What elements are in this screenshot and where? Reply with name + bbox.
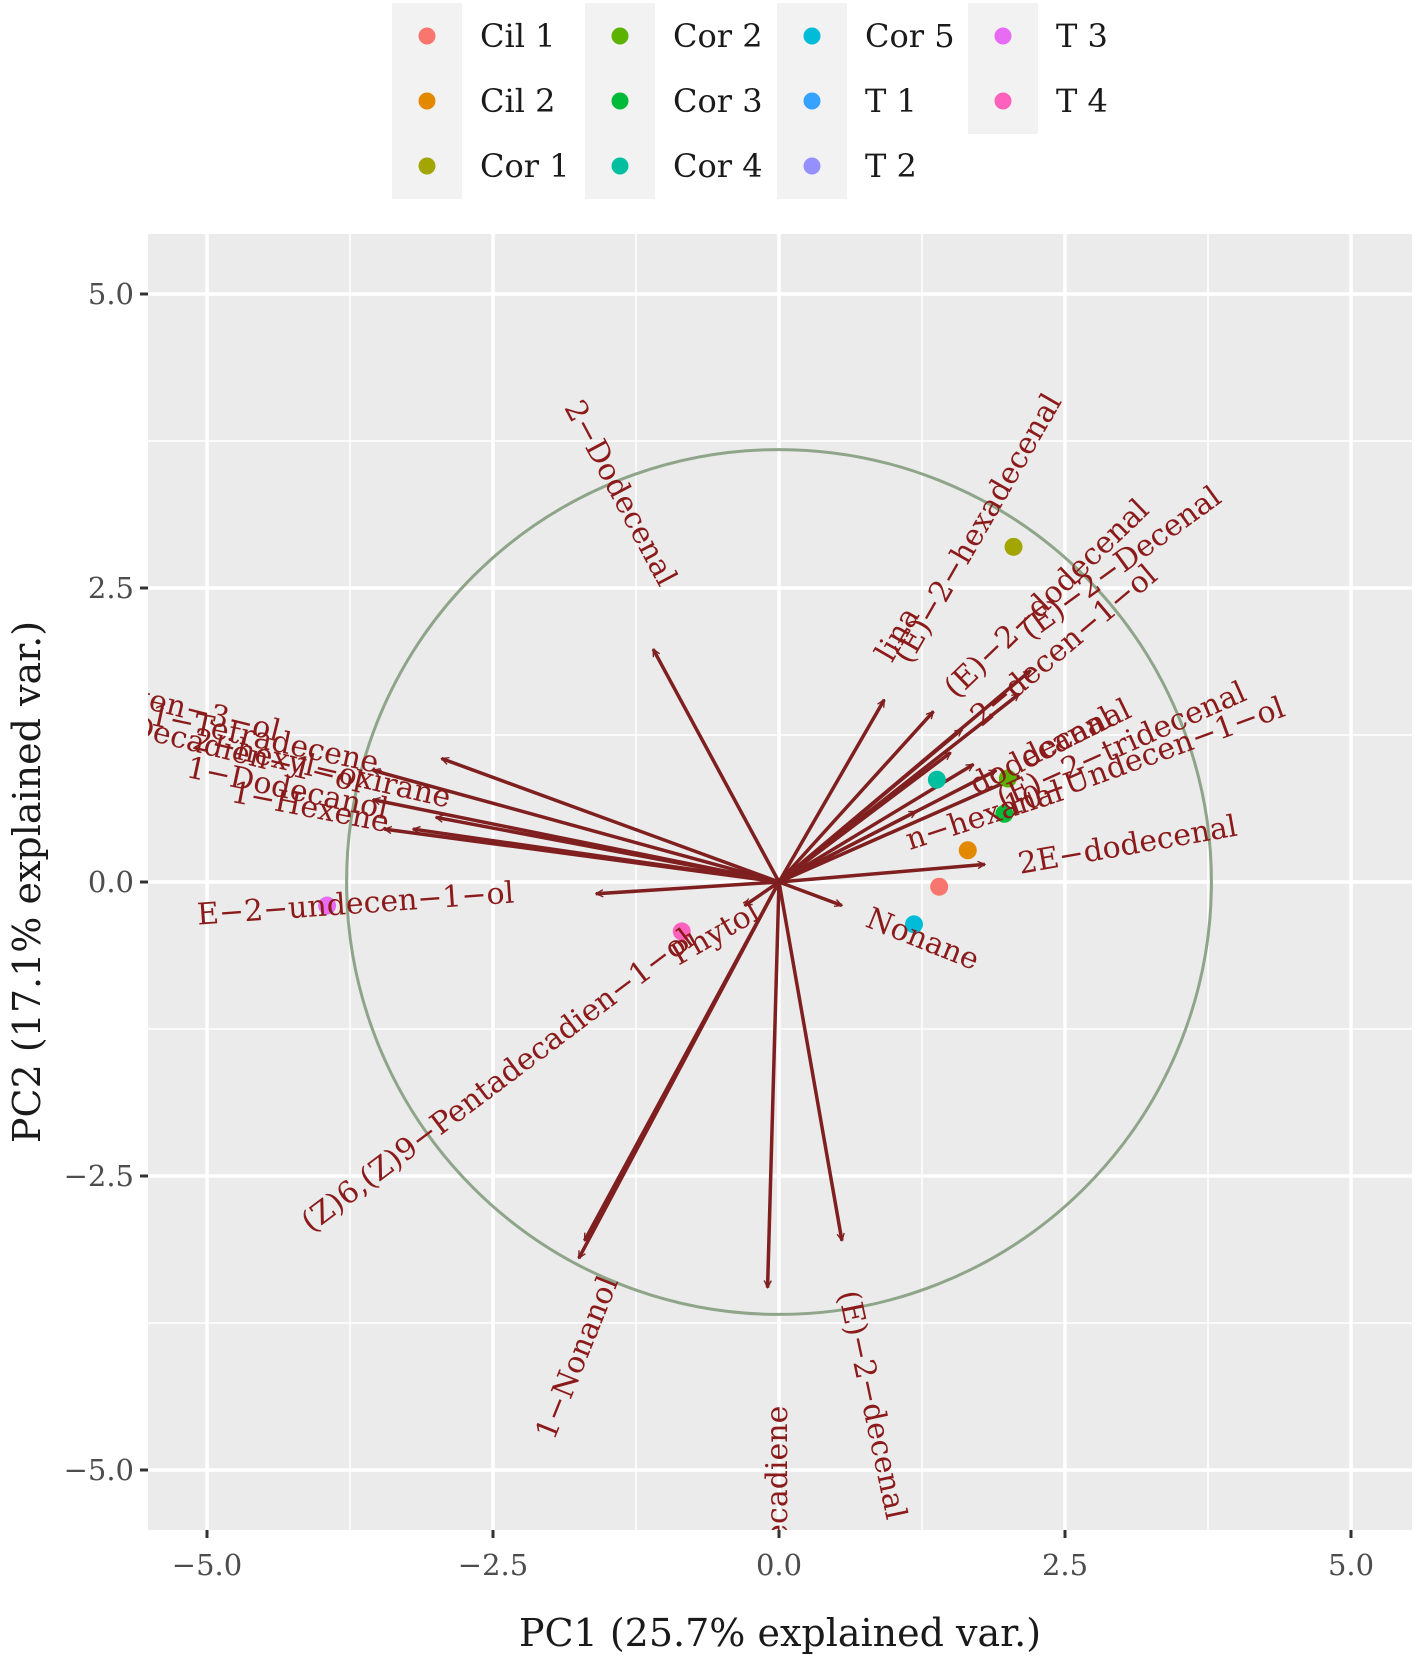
loading-arrow xyxy=(768,881,781,1288)
legend-swatch xyxy=(803,157,821,175)
score-point xyxy=(318,896,337,915)
loading-arrow xyxy=(778,864,985,884)
score-point xyxy=(995,804,1014,823)
legend-label: Cor 1 xyxy=(480,147,570,185)
legend-label: Cil 2 xyxy=(480,82,555,120)
x-tick-label: 5.0 xyxy=(1328,1548,1374,1582)
score-point xyxy=(1004,537,1023,556)
loading-arrow xyxy=(413,829,780,884)
score-point xyxy=(927,770,946,789)
loading-arrow xyxy=(442,756,780,884)
legend: Cil 1 Cil 2 Cor 1 Cor 2 Cor 3 Cor 4 Cor 5 T 1 T … xyxy=(392,3,1108,199)
legend-label: T 3 xyxy=(1056,17,1108,55)
variable-label: Tridecadiene xyxy=(760,1406,795,1605)
x-tick-label: 0.0 xyxy=(756,1548,802,1582)
legend-label: T 2 xyxy=(865,147,917,185)
score-point xyxy=(998,769,1017,788)
loading-arrow xyxy=(777,710,935,884)
loading-arrow xyxy=(777,668,1031,884)
score-point xyxy=(672,922,691,941)
legend-swatch xyxy=(803,27,821,45)
x-tick-label: 2.5 xyxy=(1042,1548,1088,1582)
y-axis-ticks: 5.0 2.5 0.0 −2.5 −5.0 xyxy=(64,277,148,1487)
legend-swatch xyxy=(418,92,436,110)
score-point xyxy=(930,877,949,896)
loading-arrow xyxy=(777,700,886,883)
legend-swatch xyxy=(611,92,629,110)
loading-arrow xyxy=(596,880,780,894)
y-tick-label: 0.0 xyxy=(88,865,134,899)
loading-arrow xyxy=(373,770,780,884)
score-point xyxy=(958,841,977,860)
loading-arrows xyxy=(373,649,1031,1288)
legend-swatch xyxy=(994,92,1012,110)
legend-label: Cil 1 xyxy=(480,17,555,55)
x-tick-label: −2.5 xyxy=(458,1548,528,1582)
loading-arrow xyxy=(745,880,780,907)
loading-arrow xyxy=(373,800,780,884)
y-tick-label: 5.0 xyxy=(88,277,134,311)
legend-label: Cor 2 xyxy=(673,17,763,55)
y-tick-label: 2.5 xyxy=(88,571,134,605)
legend-label: Cor 4 xyxy=(673,147,763,185)
loading-arrow xyxy=(777,881,842,1241)
loading-arrow xyxy=(778,774,1019,884)
correlation-circle xyxy=(345,448,1213,1316)
loading-arrow xyxy=(777,751,951,884)
legend-swatch xyxy=(994,27,1012,45)
legend-swatch xyxy=(803,92,821,110)
loading-arrow xyxy=(651,649,781,883)
score-point xyxy=(904,915,923,934)
loading-arrow xyxy=(778,809,916,884)
x-axis-ticks: −5.0 −2.5 0.0 2.5 5.0 xyxy=(172,1530,1374,1582)
legend-label: Cor 3 xyxy=(673,82,763,120)
loading-arrow xyxy=(778,880,842,908)
score-points xyxy=(318,537,1023,941)
x-tick-label: −5.0 xyxy=(172,1548,242,1582)
legend-label: Cor 5 xyxy=(865,17,955,55)
legend-swatch xyxy=(611,27,629,45)
y-axis-title: PC2 (17.1% explained var.) xyxy=(5,621,49,1143)
legend-label: T 4 xyxy=(1056,82,1108,120)
loading-arrow xyxy=(577,881,781,1258)
y-tick-label: −5.0 xyxy=(64,1453,134,1487)
legend-label: T 1 xyxy=(865,82,917,120)
legend-swatch xyxy=(418,157,436,175)
y-tick-label: −2.5 xyxy=(64,1159,134,1193)
legend-swatch xyxy=(611,157,629,175)
x-axis-title: PC1 (25.7% explained var.) xyxy=(519,1611,1041,1655)
legend-swatch xyxy=(418,27,436,45)
